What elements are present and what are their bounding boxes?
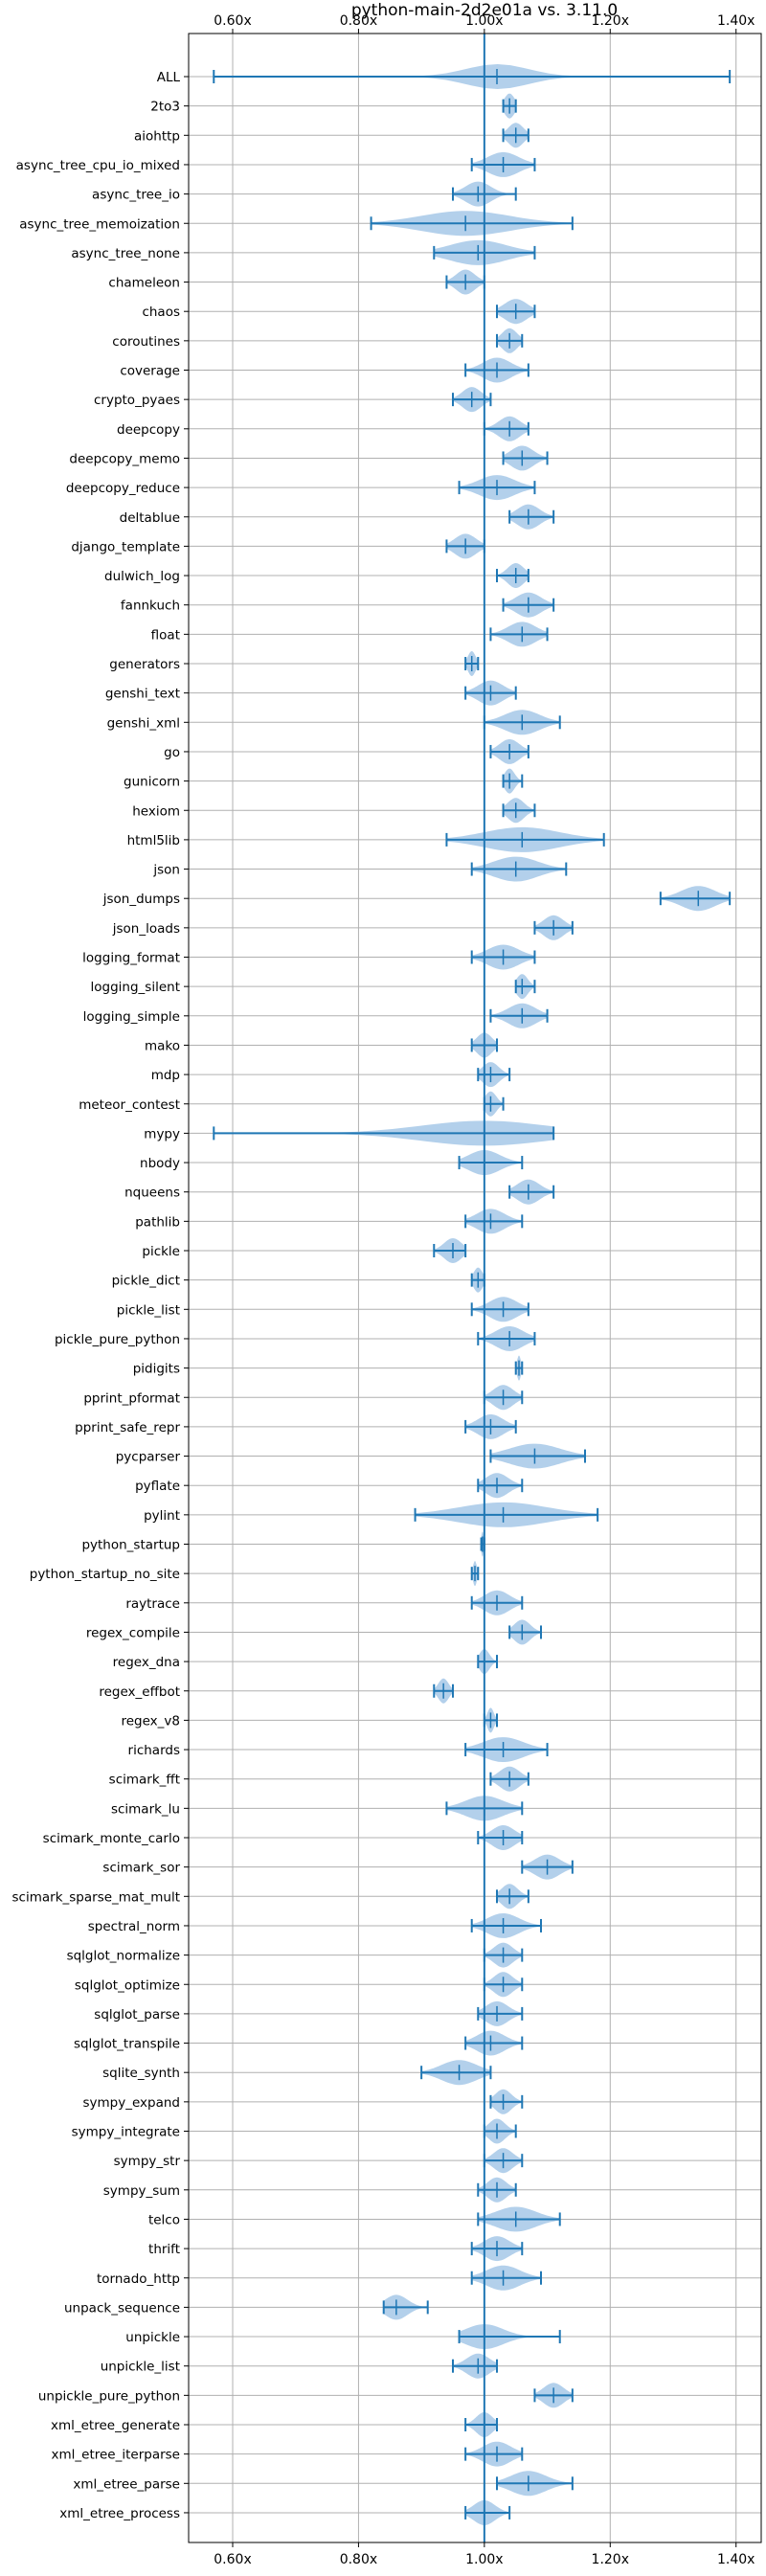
benchmark-label: python_startup xyxy=(81,1538,180,1553)
benchmark-label: pylint xyxy=(144,1508,180,1524)
benchmark-label: logging_format xyxy=(82,951,180,966)
x-tick-label-top: 1.20x xyxy=(592,13,629,29)
benchmark-label: pycparser xyxy=(116,1450,181,1465)
benchmark-label: telco xyxy=(148,2212,180,2227)
x-tick-label-top: 1.40x xyxy=(717,13,755,29)
benchmark-label: xml_etree_parse xyxy=(73,2476,180,2492)
x-tick-label-bottom: 1.00x xyxy=(465,2552,503,2567)
benchmark-label: deepcopy xyxy=(117,422,180,438)
benchmark-label: json xyxy=(152,863,180,878)
benchmark-label: ALL xyxy=(157,70,181,85)
benchmark-label: scimark_fft xyxy=(109,1773,180,1788)
benchmark-label: scimark_lu xyxy=(111,1801,180,1817)
benchmark-label: scimark_monte_carlo xyxy=(43,1831,180,1846)
benchmark-label: json_loads xyxy=(112,921,180,937)
benchmark-label: spectral_norm xyxy=(88,1919,180,1934)
benchmark-label: dulwich_log xyxy=(104,569,180,584)
benchmark-label: sqlglot_normalize xyxy=(67,1949,180,1964)
benchmark-label: unpickle xyxy=(125,2330,180,2345)
x-tick-label-bottom: 0.80x xyxy=(340,2552,377,2567)
x-tick-label-bottom: 1.20x xyxy=(592,2552,629,2567)
benchmark-label: meteor_contest xyxy=(79,1097,180,1113)
x-tick-label-top: 0.60x xyxy=(214,13,251,29)
label-layer: 0.60x 0.60x 0.80x 0.80x 1.00x 1.00x 1.20x 1.20x… xyxy=(12,13,755,2567)
benchmark-label: scimark_sor xyxy=(102,1861,180,1876)
benchmark-label: async_tree_memoization xyxy=(19,216,180,232)
benchmark-label: genshi_text xyxy=(105,687,180,702)
chart-title: python-main-2d2e01a vs. 3.11.0 xyxy=(351,1,618,20)
benchmark-label: tornado_http xyxy=(97,2271,180,2287)
benchmark-label: xml_etree_generate xyxy=(51,2418,180,2433)
benchmark-label: pickle_list xyxy=(117,1302,180,1318)
benchmark-label: pathlib xyxy=(135,1214,180,1230)
benchmark-label: regex_dna xyxy=(113,1655,180,1670)
x-tick-label-top: 0.80x xyxy=(340,13,377,29)
x-tick-label-top: 1.00x xyxy=(465,13,503,29)
benchmark-label: async_tree_cpu_io_mixed xyxy=(16,158,180,173)
benchmark-label: unpickle_pure_python xyxy=(38,2388,180,2404)
benchmark-label: deepcopy_memo xyxy=(69,451,180,466)
benchmark-label: chaos xyxy=(142,305,180,320)
plot-frame xyxy=(188,33,762,2543)
benchmark-label: unpickle_list xyxy=(101,2360,180,2375)
benchmark-label: unpack_sequence xyxy=(64,2300,180,2316)
benchmark-label: 2to3 xyxy=(150,100,180,115)
benchmark-label: sqlite_synth xyxy=(102,2066,180,2081)
benchmark-label: sympy_expand xyxy=(82,2095,180,2111)
benchmark-label: nqueens xyxy=(124,1186,180,1201)
benchmark-label: sqlglot_transpile xyxy=(74,2037,180,2052)
benchmark-label: sympy_sum xyxy=(103,2183,180,2199)
violin-layer xyxy=(213,64,732,2525)
benchmark-label: deltablue xyxy=(120,510,180,526)
benchmark-label: hexiom xyxy=(132,803,180,819)
benchmark-label: raytrace xyxy=(125,1596,180,1612)
benchmark-label: genshi_xml xyxy=(107,715,180,731)
benchmark-label: json_dumps xyxy=(102,892,180,907)
benchmark-label: chameleon xyxy=(108,276,180,291)
benchmark-label: pyflate xyxy=(135,1479,180,1494)
benchmark-label: pprint_pformat xyxy=(83,1390,180,1406)
x-tick-label-bottom: 0.60x xyxy=(214,2552,251,2567)
benchmark-label: async_tree_io xyxy=(92,188,180,203)
benchmark-label: xml_etree_iterparse xyxy=(52,2448,181,2463)
benchmark-label: go xyxy=(164,745,180,760)
benchmark-label: sympy_integrate xyxy=(72,2125,180,2140)
benchmark-label: fannkuch xyxy=(121,599,180,614)
benchmark-label: sympy_str xyxy=(114,2154,181,2169)
x-tick-label-bottom: 1.40x xyxy=(717,2552,755,2567)
benchmark-label: generators xyxy=(109,657,180,672)
benchmark-label: thrift xyxy=(148,2242,180,2257)
benchmark-label: mypy xyxy=(144,1126,180,1141)
benchmark-label: regex_effbot xyxy=(99,1684,180,1700)
benchmark-label: aiohttp xyxy=(134,128,180,144)
benchmark-label: deepcopy_reduce xyxy=(66,481,180,496)
benchmark-label: sqlglot_parse xyxy=(94,2007,180,2022)
benchmark-label: pprint_safe_repr xyxy=(75,1420,180,1435)
benchmark-label: coverage xyxy=(120,364,180,379)
benchmark-label: regex_compile xyxy=(86,1625,180,1640)
benchmark-label: coroutines xyxy=(112,334,180,350)
benchmark-label: python_startup_no_site xyxy=(30,1567,180,1582)
benchmark-label: async_tree_none xyxy=(71,246,180,261)
benchmark-label: crypto_pyaes xyxy=(94,393,180,408)
benchmark-label: logging_simple xyxy=(83,1009,180,1025)
benchmark-label: regex_v8 xyxy=(121,1713,180,1729)
benchmark-label: logging_silent xyxy=(91,980,180,995)
benchmark-label: pidigits xyxy=(133,1362,180,1377)
benchmark-label: pickle xyxy=(142,1244,180,1259)
benchmark-label: scimark_sparse_mat_mult xyxy=(12,1889,180,1905)
benchmark-label: sqlglot_optimize xyxy=(75,1977,180,1993)
benchmark-label: django_template xyxy=(71,539,180,554)
benchmark-label: pickle_pure_python xyxy=(55,1332,180,1347)
benchmark-label: mdp xyxy=(151,1068,180,1083)
benchmark-label: gunicorn xyxy=(124,775,180,790)
benchmark-label: mako xyxy=(145,1038,180,1053)
benchmark-label: float xyxy=(151,627,180,643)
benchmark-label: xml_etree_process xyxy=(59,2506,180,2521)
benchmark-label: html5lib xyxy=(127,833,180,848)
benchmark-label: nbody xyxy=(140,1156,180,1171)
benchmark-label: pickle_dict xyxy=(112,1274,180,1289)
benchmark-label: richards xyxy=(128,1743,180,1758)
